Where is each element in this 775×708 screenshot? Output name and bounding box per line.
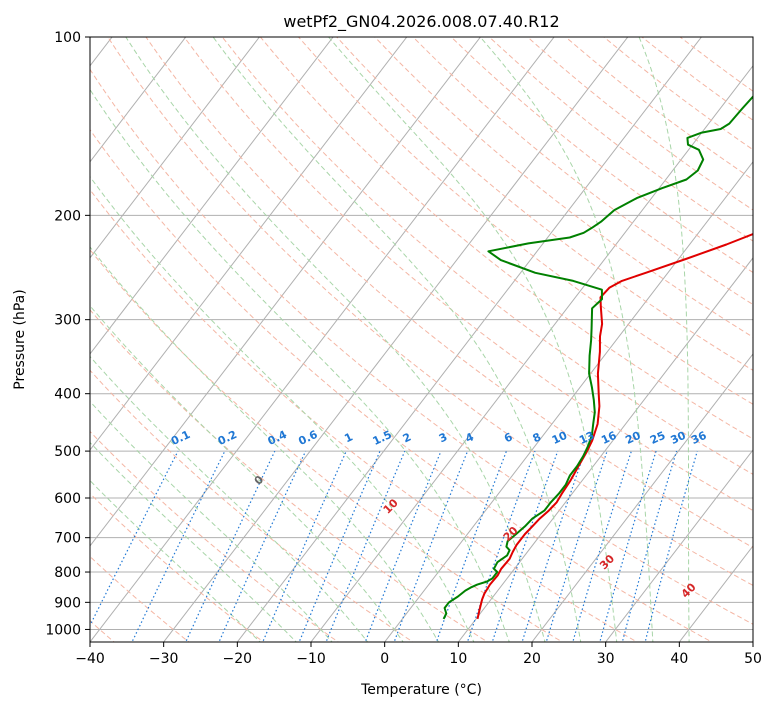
isotherm-line [678,545,753,642]
isotherm-line [90,37,408,451]
dry-adiabat-line [90,369,414,642]
x-tick-label: 40 [670,651,688,667]
dry-adiabat-line [90,248,564,642]
isotherm-line [310,64,753,642]
dry-adiabat-line [90,128,713,642]
x-tick-label: −10 [296,651,326,667]
mixing-ratio-line [90,450,179,627]
y-tick-label: 1000 [45,622,81,638]
moist-adiabat-line [638,37,690,642]
dry-adiabat-line [90,555,190,642]
moist-adiabat-line [90,441,297,642]
dry-adiabat-line [298,37,753,405]
series-line-1 [476,232,753,620]
mixing-ratio-line [644,450,698,642]
moist-adiabat-line [90,246,440,642]
isotherm-line [236,37,703,642]
mixing-ratio-line [521,450,586,642]
axis-ticks: −40 −30 −20 −10 0 10 20 30 40 50 1000 900 800 700 600 5… [45,30,762,667]
dry-adiabat-line [107,37,753,586]
moist-adiabat-line [90,400,333,642]
dry-adiabat-line [221,37,753,475]
x-tick-label: 20 [523,651,541,667]
moist-adiabat-line [212,37,582,642]
y-tick-label: 600 [54,491,81,507]
isotherm-line [90,37,482,547]
series-line-2 [442,95,753,620]
mixing-ratio-line [435,450,507,642]
dry-adiabat-line [374,37,753,338]
dry-adiabat-line [90,492,265,642]
y-tick-label: 400 [54,387,81,403]
y-tick-label: 300 [54,313,81,329]
dry-adiabat-line [90,309,489,642]
dry-adiabat-line [183,37,753,512]
y-tick-label: 800 [54,565,81,581]
dry-adiabat-line [90,188,639,642]
mixing-ratio-label: 25 [648,429,667,447]
mixing-ratio-label: 13 [577,429,596,447]
mixing-ratio-label: 16 [599,429,619,447]
mixing-ratio-line [393,450,469,642]
background-lines [90,37,753,642]
mixing-ratio-line [491,450,559,642]
mixing-ratio-line [325,450,406,642]
mixing-ratio-line [185,450,276,642]
x-tick-label: −30 [149,651,179,667]
chart-title: wetPf2_GN04.2026.008.07.40.R12 [283,12,559,32]
isotherm-line [90,37,261,259]
moist-adiabat-line [328,37,618,642]
mixing-ratio-line [572,450,632,642]
y-tick-label: 100 [54,30,81,46]
mixing-ratio-label: 20 [623,429,643,447]
moist-adiabat-line [90,175,475,642]
x-tick-label: −40 [75,651,105,667]
mixing-ratio-line [621,450,678,642]
mixing-ratio-line [545,450,608,642]
y-axis-label: Pressure (hPa) [12,289,28,389]
isotherm-line [605,449,753,642]
mixing-ratio-line [298,450,381,642]
moist-adiabat-line [125,37,546,642]
data-series [442,95,753,620]
dry-adiabat-line [90,68,753,625]
y-tick-label: 700 [54,531,81,547]
isotherm-line [90,37,555,642]
moist-adiabat-line [90,88,510,642]
mixing-ratio-line [466,450,536,642]
mixing-ratio-label: 30 [668,429,688,447]
y-tick-label: 200 [54,208,81,224]
mixing-ratio-label: 10 [550,429,570,447]
mixing-ratio-label: 36 [689,429,709,447]
x-tick-label: 0 [380,651,389,667]
x-tick-label: 30 [597,651,615,667]
moist-adiabat-line [90,305,404,642]
isotherm-line [90,37,334,355]
plot-frame [89,36,754,643]
y-tick-label: 900 [54,595,81,611]
x-tick-label: 50 [744,651,762,667]
x-axis-label: Temperature (°C) [360,682,482,698]
isotherm-line [384,161,753,642]
isotherm-line [90,37,187,163]
y-tick-label: 500 [54,444,81,460]
mixing-ratio-line [364,450,442,642]
isotherm-line [457,257,753,642]
mixing-ratio-line [599,450,657,642]
x-tick-label: 10 [449,651,467,667]
moist-adiabat-line [90,479,261,642]
x-tick-label: −20 [223,651,253,667]
